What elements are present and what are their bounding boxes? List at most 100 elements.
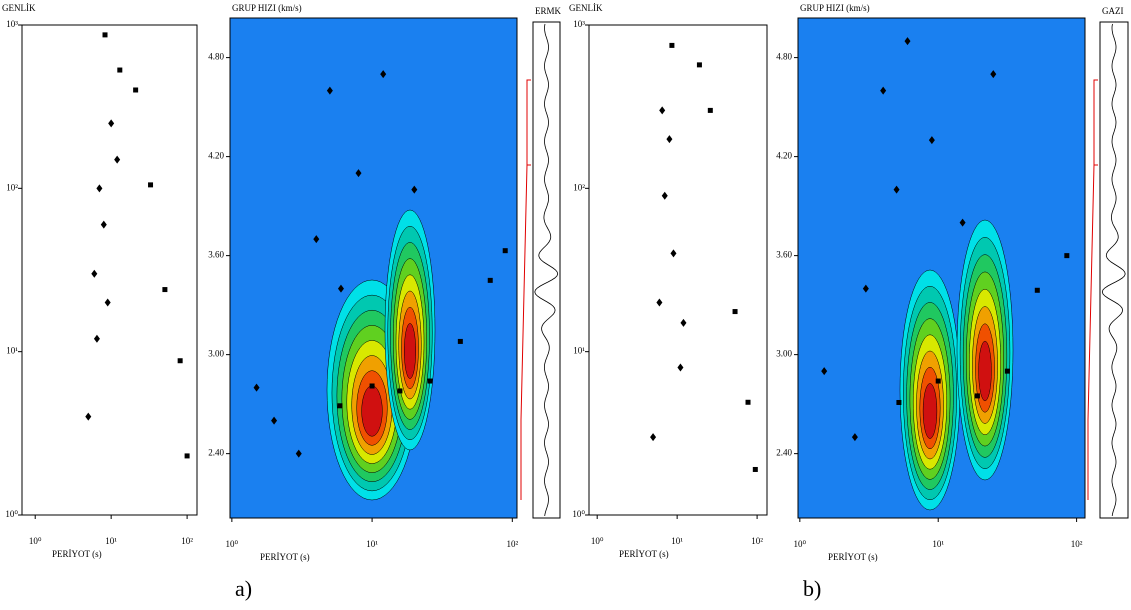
x-tick-label: 10⁰ xyxy=(29,536,42,546)
square-marker xyxy=(337,403,343,409)
square-marker xyxy=(427,378,433,384)
square-marker xyxy=(707,107,713,113)
diamond-marker xyxy=(659,106,666,115)
y-axis-title: GENLİK xyxy=(569,3,603,13)
y-tick-label: 4.20 xyxy=(208,151,224,161)
diamond-marker xyxy=(670,249,677,258)
diamond-marker xyxy=(93,334,100,343)
y-tick-label: 10² xyxy=(573,182,585,192)
x-axis-title: PERİYOT (s) xyxy=(828,552,878,562)
y-tick-label: 10¹ xyxy=(6,346,18,356)
diamond-marker xyxy=(666,135,673,144)
square-marker xyxy=(369,383,375,389)
y-tick-label: 10⁰ xyxy=(5,509,18,519)
diamond-marker xyxy=(959,218,966,227)
x-tick-label: 10² xyxy=(181,536,193,546)
y-tick-label: 4.80 xyxy=(776,52,792,62)
x-tick-label: 10¹ xyxy=(932,539,944,549)
y-axis-title: GRUP HIZI (km/s) xyxy=(800,3,870,13)
contour xyxy=(404,323,416,379)
diamond-marker xyxy=(851,433,858,442)
diamond-marker xyxy=(91,269,98,278)
square-marker xyxy=(117,67,123,73)
y-tick-label: 3.60 xyxy=(776,250,792,260)
diamond-marker xyxy=(295,449,302,458)
energy-contours xyxy=(326,209,436,501)
y-tick-label: 2.40 xyxy=(776,448,792,458)
y-tick-label: 3.00 xyxy=(208,349,224,359)
diamond-marker xyxy=(271,416,278,425)
y-tick-label: 3.60 xyxy=(208,250,224,260)
y-tick-label: 4.20 xyxy=(776,151,792,161)
square-marker xyxy=(896,399,902,405)
diamond-marker xyxy=(114,155,121,164)
seismogram xyxy=(1101,23,1126,517)
trace-label: ERMK xyxy=(535,6,562,16)
y-axis-title: GENLİK xyxy=(2,3,36,13)
diamond-marker xyxy=(104,298,111,307)
x-tick-label: 10¹ xyxy=(105,536,117,546)
diamond-marker xyxy=(108,119,115,128)
y-tick-label: 10² xyxy=(6,182,18,192)
y-tick-label: 10³ xyxy=(6,19,18,29)
diamond-marker xyxy=(677,363,684,372)
contour xyxy=(978,340,992,402)
square-marker xyxy=(1004,368,1010,374)
y-tick-label: 10³ xyxy=(573,19,585,29)
diamond-marker xyxy=(880,86,887,95)
x-tick-label: 10⁰ xyxy=(226,539,239,549)
diamond-marker xyxy=(313,235,320,244)
diamond-marker xyxy=(893,185,900,194)
plot-frame xyxy=(21,24,198,516)
x-axis-title: PERİYOT (s) xyxy=(260,552,310,562)
diamond-marker xyxy=(355,169,362,178)
x-tick-label: 10⁰ xyxy=(591,536,604,546)
seismogram xyxy=(534,23,559,517)
contour xyxy=(361,385,383,437)
square-marker xyxy=(184,453,190,459)
square-marker xyxy=(133,87,139,93)
y-tick-label: 10⁰ xyxy=(572,509,585,519)
square-marker xyxy=(696,62,702,68)
diamond-marker xyxy=(253,383,260,392)
diamond-marker xyxy=(326,86,333,95)
window-marker xyxy=(1087,79,1098,500)
plot-frame xyxy=(229,17,518,519)
diamond-marker xyxy=(96,184,103,193)
y-tick-label: 4.80 xyxy=(208,52,224,62)
x-tick-label: 10⁰ xyxy=(794,539,807,549)
panel-caption: a) xyxy=(235,576,252,601)
diamond-marker xyxy=(411,185,418,194)
square-marker xyxy=(487,277,493,283)
x-tick-label: 10¹ xyxy=(671,536,683,546)
x-axis-title: PERİYOT (s) xyxy=(619,549,669,559)
square-marker xyxy=(752,466,758,472)
x-tick-label: 10² xyxy=(751,536,763,546)
square-marker xyxy=(669,42,675,48)
y-tick-label: 3.00 xyxy=(776,349,792,359)
diamond-marker xyxy=(928,136,935,145)
diamond-marker xyxy=(862,284,869,293)
diamond-marker xyxy=(680,318,687,327)
y-tick-label: 10¹ xyxy=(573,346,585,356)
diamond-marker xyxy=(656,298,663,307)
square-marker xyxy=(457,338,463,344)
square-marker xyxy=(148,182,154,188)
window-marker xyxy=(520,79,531,500)
square-marker xyxy=(1064,253,1070,259)
square-marker xyxy=(974,393,980,399)
diamond-marker xyxy=(380,70,387,79)
diamond-marker xyxy=(100,220,107,229)
square-marker xyxy=(935,378,941,384)
plot-frame xyxy=(588,24,768,516)
diamond-marker xyxy=(650,433,657,442)
trace-frame xyxy=(1099,21,1129,519)
diamond-marker xyxy=(904,37,911,46)
y-axis-title: GRUP HIZI (km/s) xyxy=(232,3,302,13)
square-marker xyxy=(1034,287,1040,293)
square-marker xyxy=(732,309,738,315)
x-tick-label: 10² xyxy=(506,539,518,549)
plot-frame xyxy=(797,17,1086,519)
contour xyxy=(922,383,938,439)
